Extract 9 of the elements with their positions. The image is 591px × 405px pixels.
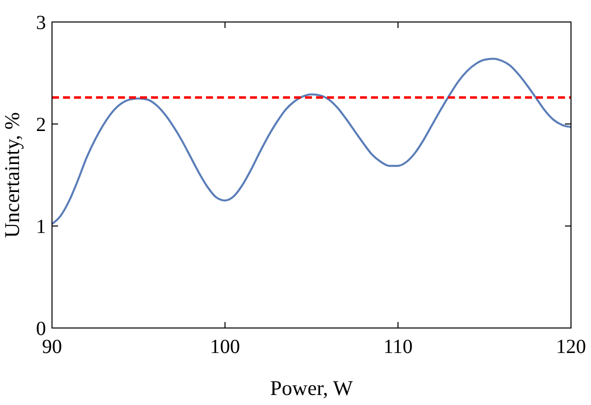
y-tick-label: 2 [36,114,46,136]
x-tick-label: 100 [210,336,240,358]
y-tick-label: 3 [36,12,46,34]
y-axis-title: Uncertainty, % [0,112,24,238]
x-axis-title: Power, W [270,376,354,400]
x-tick-label: 120 [556,336,586,358]
y-tick-label: 1 [36,216,46,238]
line-series [51,58,572,225]
x-tick-label: 110 [383,336,413,358]
